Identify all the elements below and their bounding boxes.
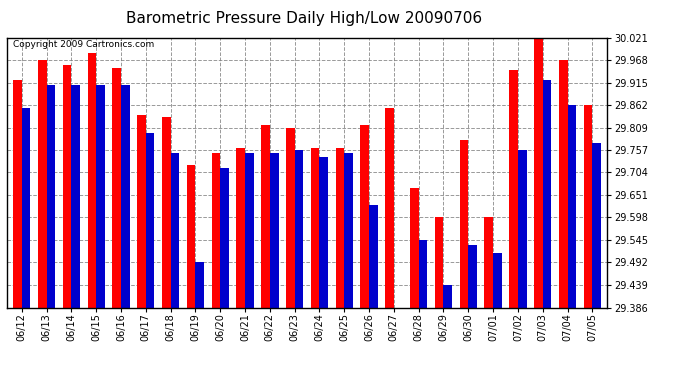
Bar: [509, 70, 518, 308]
Bar: [534, 38, 543, 308]
Bar: [137, 115, 146, 308]
Bar: [484, 217, 493, 308]
Bar: [344, 153, 353, 308]
Bar: [584, 105, 592, 308]
Bar: [460, 140, 469, 308]
Bar: [146, 133, 155, 308]
Bar: [170, 153, 179, 308]
Bar: [270, 153, 279, 308]
Bar: [360, 125, 369, 308]
Bar: [286, 128, 295, 308]
Bar: [592, 142, 601, 308]
Bar: [469, 245, 477, 308]
Bar: [88, 53, 96, 307]
Bar: [319, 158, 328, 308]
Bar: [96, 85, 105, 308]
Bar: [112, 68, 121, 308]
Bar: [385, 108, 394, 307]
Bar: [559, 60, 567, 308]
Bar: [195, 262, 204, 308]
Bar: [63, 65, 71, 308]
Bar: [237, 148, 245, 308]
Bar: [295, 150, 304, 308]
Text: Barometric Pressure Daily High/Low 20090706: Barometric Pressure Daily High/Low 20090…: [126, 11, 482, 26]
Text: Copyright 2009 Cartronics.com: Copyright 2009 Cartronics.com: [13, 40, 154, 49]
Bar: [310, 148, 319, 308]
Bar: [567, 105, 576, 308]
Bar: [245, 153, 254, 308]
Bar: [410, 188, 419, 308]
Bar: [335, 148, 344, 308]
Bar: [419, 240, 427, 308]
Bar: [369, 205, 377, 308]
Bar: [261, 125, 270, 308]
Bar: [47, 85, 55, 308]
Bar: [162, 117, 170, 308]
Bar: [22, 108, 30, 307]
Bar: [71, 85, 80, 308]
Bar: [493, 253, 502, 308]
Bar: [220, 168, 229, 308]
Bar: [444, 285, 452, 308]
Bar: [13, 80, 22, 308]
Bar: [543, 80, 551, 308]
Bar: [212, 153, 220, 308]
Bar: [121, 85, 130, 308]
Bar: [187, 165, 195, 308]
Bar: [435, 217, 444, 308]
Bar: [518, 150, 526, 308]
Bar: [38, 60, 47, 308]
